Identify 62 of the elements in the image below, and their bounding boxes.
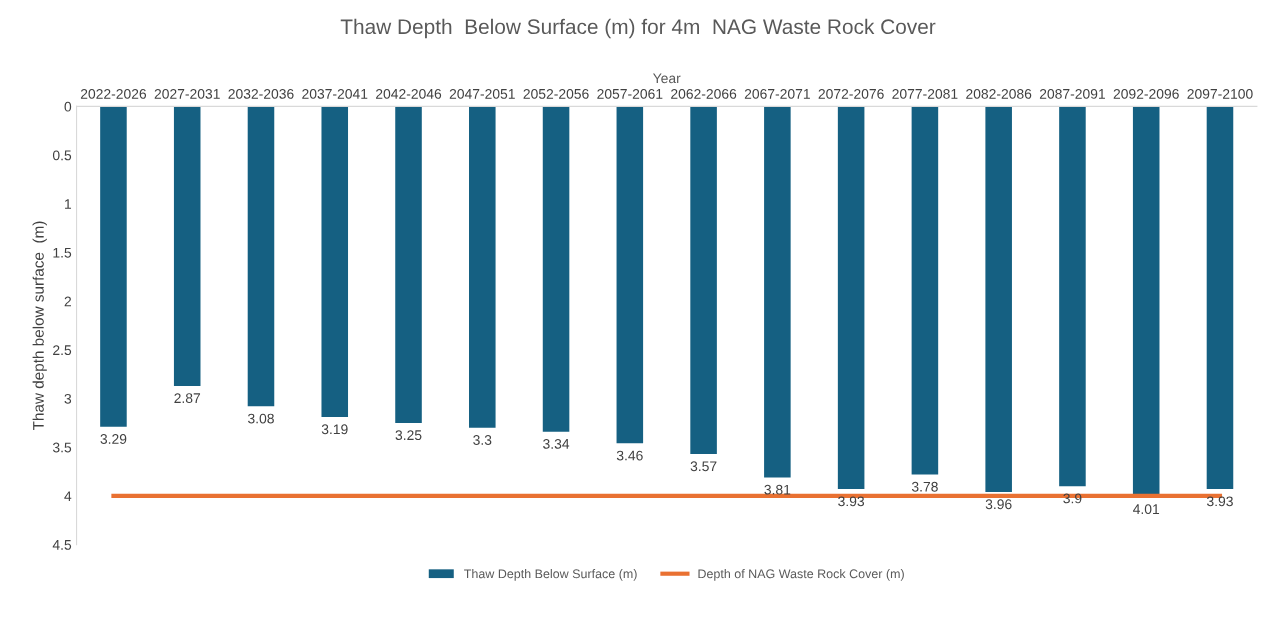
x-tick-label: 2067-2071 (744, 88, 810, 99)
x-tick-label: 2037-2041 (302, 88, 368, 99)
data-label: 3.93 (1206, 496, 1233, 507)
x-tick-label: 2057-2061 (597, 88, 663, 99)
data-label: 3.46 (616, 450, 643, 461)
bar (173, 106, 201, 386)
y-tick-label: 4 (64, 491, 72, 501)
x-tick-label: 2092-2096 (1113, 88, 1179, 99)
bar (247, 106, 275, 407)
bar (100, 106, 127, 427)
data-label: 3.29 (100, 434, 127, 444)
x-tick-label: 2052-2056 (523, 88, 589, 99)
x-axis-title: Year (652, 73, 681, 84)
bar (542, 106, 570, 432)
data-label: 3.57 (690, 461, 717, 472)
data-label: 3.78 (911, 481, 938, 492)
legend-label: Thaw Depth Below Surface (m) (464, 569, 637, 581)
bar (985, 106, 1012, 493)
bar (1132, 106, 1160, 497)
y-tick-label: 3 (64, 393, 72, 404)
bar (1059, 106, 1086, 487)
data-label: 3.19 (321, 424, 348, 435)
bar (321, 106, 349, 418)
data-label: 4.01 (1133, 504, 1160, 515)
x-tick-label: 2042-2046 (376, 88, 442, 99)
y-tick-label: 1 (65, 199, 72, 209)
y-tick-label: 4.5 (52, 540, 72, 550)
bar (395, 106, 422, 423)
bar (469, 106, 496, 428)
bar (616, 106, 644, 444)
y-tick-label: 0.5 (52, 150, 72, 161)
x-tick-label: 2062-2066 (671, 88, 737, 99)
data-label: 2.87 (174, 393, 201, 404)
data-label: 3.08 (248, 413, 274, 424)
legend-label: Depth of NAG Waste Rock Cover (m) (698, 569, 904, 581)
x-tick-label: 2032-2036 (228, 88, 294, 99)
bar (911, 106, 939, 475)
x-tick-label: 2077-2081 (892, 88, 958, 99)
data-label: 3.3 (473, 435, 492, 445)
y-tick-label: 2 (64, 296, 71, 307)
x-tick-label: 2087-2091 (1039, 88, 1105, 99)
data-label: 3.93 (838, 496, 865, 507)
y-tick-label: 2.5 (53, 345, 72, 356)
bar (764, 106, 791, 478)
x-tick-label: 2097-2100 (1187, 88, 1253, 99)
y-tick-label: 3.5 (52, 442, 72, 453)
data-label: 3.81 (764, 484, 791, 495)
x-tick-label: 2027-2031 (154, 88, 220, 99)
chart-title: Thaw Depth Below Surface (m) for 4m NAG Waste Rock Cover (340, 18, 936, 39)
data-label: 3.25 (395, 430, 422, 441)
y-axis-title: Thaw depth below surface (m) (32, 221, 47, 431)
x-tick-label: 2072-2076 (818, 88, 884, 99)
data-label: 3.34 (543, 438, 570, 449)
bar (690, 106, 717, 455)
bar (1206, 106, 1234, 490)
x-tick-label: 2082-2086 (966, 88, 1032, 99)
y-tick-label: 1.5 (53, 247, 72, 258)
data-label: 3.96 (985, 499, 1012, 510)
bar (837, 106, 865, 490)
x-tick-label: 2022-2026 (80, 88, 147, 99)
y-tick-label: 0 (64, 101, 72, 112)
x-tick-label: 2047-2051 (449, 88, 515, 99)
